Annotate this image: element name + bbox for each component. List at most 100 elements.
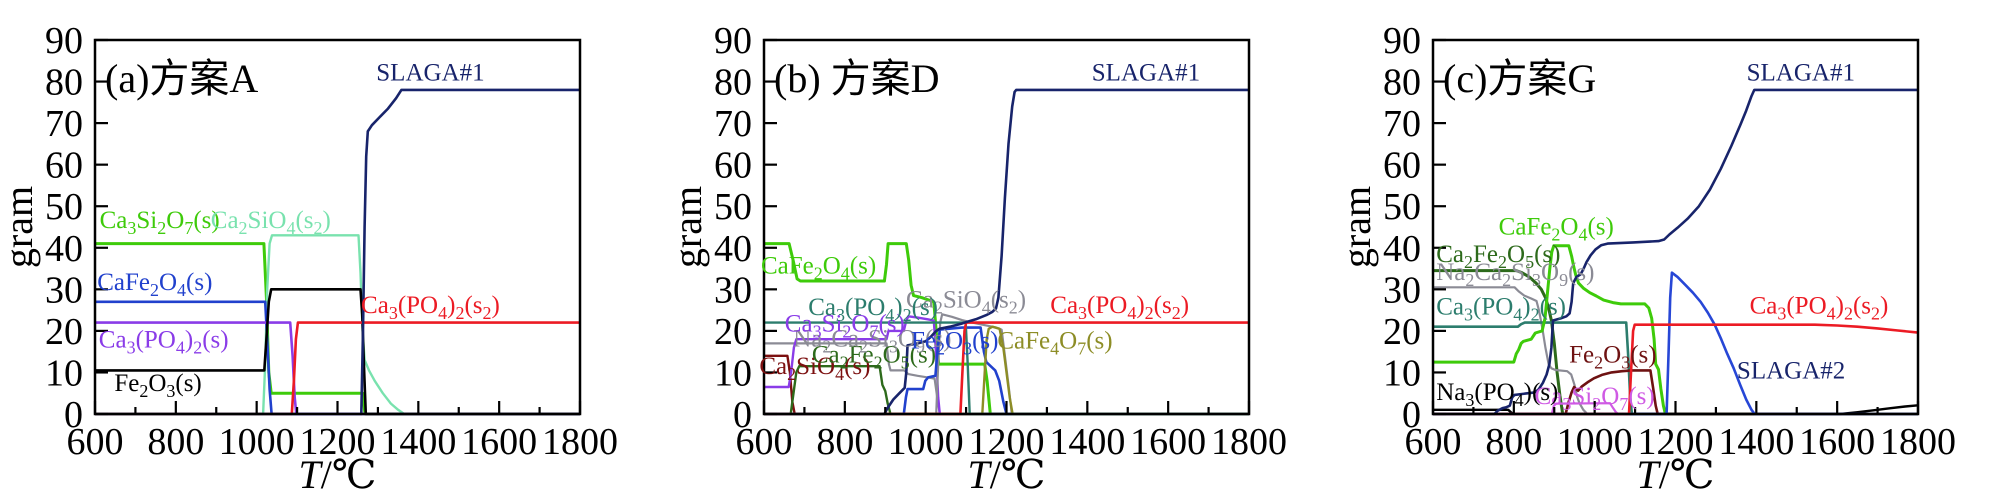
x-tick-label: 1400 bbox=[380, 421, 456, 463]
series-slaga#2 bbox=[1433, 271, 1918, 416]
x-tick-label: 1000 bbox=[219, 421, 295, 463]
panel-title: (a)方案A bbox=[105, 56, 258, 101]
y-tick-label: 50 bbox=[714, 186, 752, 228]
series-fe2o3-s- bbox=[1433, 369, 1918, 416]
panel-title: (b) 方案D bbox=[774, 56, 940, 101]
y-tick-label: 50 bbox=[45, 186, 83, 228]
y-axis-title: gram bbox=[669, 186, 710, 268]
series-label-ca3si2o7-s-: Ca3Si2O7(s) bbox=[100, 207, 220, 238]
x-tick-label: 1200 bbox=[300, 421, 376, 463]
series-cafe4o7-s- bbox=[764, 325, 1249, 416]
series-label-na2ca2si3o9-s-: Na2Ca2Si3O9(s) bbox=[1436, 259, 1594, 290]
y-tick-label: 90 bbox=[1383, 20, 1421, 62]
y-tick-label: 80 bbox=[1383, 62, 1421, 104]
series-label-fe2o3-s-: Fe2O3(s) bbox=[911, 327, 998, 358]
x-axis-title: T/℃ bbox=[967, 452, 1045, 497]
series-fe2o3-s- bbox=[95, 287, 580, 416]
y-axis-title: gram bbox=[0, 186, 41, 268]
x-tick-label: 1600 bbox=[1130, 421, 1206, 463]
y-tick-label: 70 bbox=[1383, 103, 1421, 145]
x-tick-label: 1800 bbox=[542, 421, 618, 463]
y-tick-label: 10 bbox=[714, 352, 752, 394]
x-tick-label: 1400 bbox=[1049, 421, 1125, 463]
series-label-ca2sio4-s-: Ca2SiO4(s) bbox=[759, 353, 870, 384]
y-tick-label: 30 bbox=[714, 269, 752, 311]
x-axis: 600 800 1000 1200 1400 1600 1800 bbox=[67, 401, 618, 463]
x-tick-label: 1000 bbox=[888, 421, 964, 463]
series-label-fe2o3-s-: Fe2O3(s) bbox=[114, 370, 201, 401]
series-label-fe2o3-s-: Fe2O3(s) bbox=[1569, 341, 1656, 372]
y-tick-label: 0 bbox=[64, 394, 83, 436]
series-label-slaga#1: SLAGA#1 bbox=[1092, 60, 1200, 87]
series-label-cafe4o7-s-: CaFe4O7(s) bbox=[997, 327, 1112, 358]
x-tick-label: 1800 bbox=[1211, 421, 1287, 463]
y-tick-label: 20 bbox=[1383, 311, 1421, 353]
series-label-slaga#1: SLAGA#1 bbox=[376, 60, 484, 87]
y-tick-label: 30 bbox=[45, 269, 83, 311]
x-tick-label: 1600 bbox=[1799, 421, 1875, 463]
x-axis: 600 800 1000 1200 1400 1600 1800 bbox=[1405, 401, 1956, 463]
panel-c-chart: 600 800 1000 1200 1400 1600 180001020304050607… bbox=[1338, 20, 1956, 497]
series-label-slaga#2: SLAGA#2 bbox=[1737, 357, 1845, 384]
y-tick-label: 40 bbox=[45, 228, 83, 270]
series-label-ca3-po4-2-s2-: Ca3(PO4)2(s2) bbox=[361, 292, 500, 323]
y-tick-label: 20 bbox=[714, 311, 752, 353]
y-tick-label: 20 bbox=[45, 311, 83, 353]
x-tick-label: 1800 bbox=[1880, 421, 1956, 463]
y-tick-label: 70 bbox=[714, 103, 752, 145]
series-label-ca3-po4-2-s2-: Ca3(PO4)2(s2) bbox=[1750, 292, 1889, 323]
x-tick-label: 1600 bbox=[461, 421, 537, 463]
y-tick-label: 90 bbox=[45, 20, 83, 62]
series-label-ca2fe2o5-s-: Ca2Fe2O5(s) bbox=[1436, 241, 1560, 272]
series-label-ca3-po4-2-s-: Ca3(PO4)2(s) bbox=[808, 294, 938, 325]
y-tick-label: 40 bbox=[714, 228, 752, 270]
series-label-ca3si2o7-s-: Ca3Si2O7(s) bbox=[785, 311, 905, 342]
x-tick-label: 800 bbox=[816, 421, 873, 463]
panel-title: (c)方案G bbox=[1443, 56, 1596, 101]
series-label-ca3-po4-2-s2-: Ca3(PO4)2(s2) bbox=[1050, 292, 1189, 323]
y-tick-label: 10 bbox=[45, 352, 83, 394]
x-tick-label: 600 bbox=[736, 421, 793, 463]
x-axis: 600 800 1000 1200 1400 1600 1800 bbox=[736, 401, 1287, 463]
y-tick-label: 40 bbox=[1383, 228, 1421, 270]
x-tick-label: 600 bbox=[1405, 421, 1462, 463]
series-cafe2o4-s- bbox=[1433, 244, 1918, 416]
series-label-ca3si2o7-s-: Ca3Si2O7(s) bbox=[1535, 383, 1655, 414]
y-tick-label: 0 bbox=[733, 394, 752, 436]
series-label-slaga#1: SLAGA#1 bbox=[1747, 60, 1855, 87]
series-label-ca2sio4-s2-: Ca2SiO4(s2) bbox=[906, 287, 1026, 318]
series-label-cafe2o4-s-: CaFe2O4(s) bbox=[1499, 213, 1614, 244]
series-slaga#1 bbox=[95, 88, 580, 416]
y-tick-label: 80 bbox=[714, 62, 752, 104]
y-tick-label: 10 bbox=[1383, 352, 1421, 394]
y-tick-label: 80 bbox=[45, 62, 83, 104]
panel-a-chart: 600 800 1000 1200 1400 1600 180001020304050607… bbox=[0, 20, 618, 497]
series-label-ca2fe2o5-s-: Ca2Fe2O5(s) bbox=[812, 341, 936, 372]
series-cafe2o4-s- bbox=[764, 242, 1249, 416]
x-tick-label: 600 bbox=[67, 421, 124, 463]
x-axis-title: T/℃ bbox=[1636, 452, 1714, 497]
x-tick-label: 1400 bbox=[1718, 421, 1794, 463]
series-label-cafe2o4-s-: CaFe2O4(s) bbox=[761, 253, 876, 284]
y-tick-label: 30 bbox=[1383, 269, 1421, 311]
series-label-cafe2o4-s-: CaFe2O4(s) bbox=[97, 269, 212, 300]
y-tick-label: 60 bbox=[714, 145, 752, 187]
x-axis-title: T/℃ bbox=[298, 452, 376, 497]
y-tick-label: 70 bbox=[45, 103, 83, 145]
series-slaga#1 bbox=[764, 88, 1249, 416]
y-tick-label: 90 bbox=[714, 20, 752, 62]
x-tick-label: 800 bbox=[147, 421, 204, 463]
y-tick-label: 60 bbox=[1383, 145, 1421, 187]
y-axis-title: gram bbox=[1338, 186, 1379, 268]
series-label-na2ca2si3o9-s-: Na2Ca2Si3O9(s) bbox=[793, 326, 951, 357]
x-tick-label: 1200 bbox=[969, 421, 1045, 463]
y-tick-label: 60 bbox=[45, 145, 83, 187]
x-tick-label: 1000 bbox=[1557, 421, 1633, 463]
series-label-ca3-po4-2-s-: Ca3(PO4)2(s) bbox=[1436, 293, 1566, 324]
series-slaga#1 bbox=[1433, 88, 1918, 416]
y-tick-label: 50 bbox=[1383, 186, 1421, 228]
